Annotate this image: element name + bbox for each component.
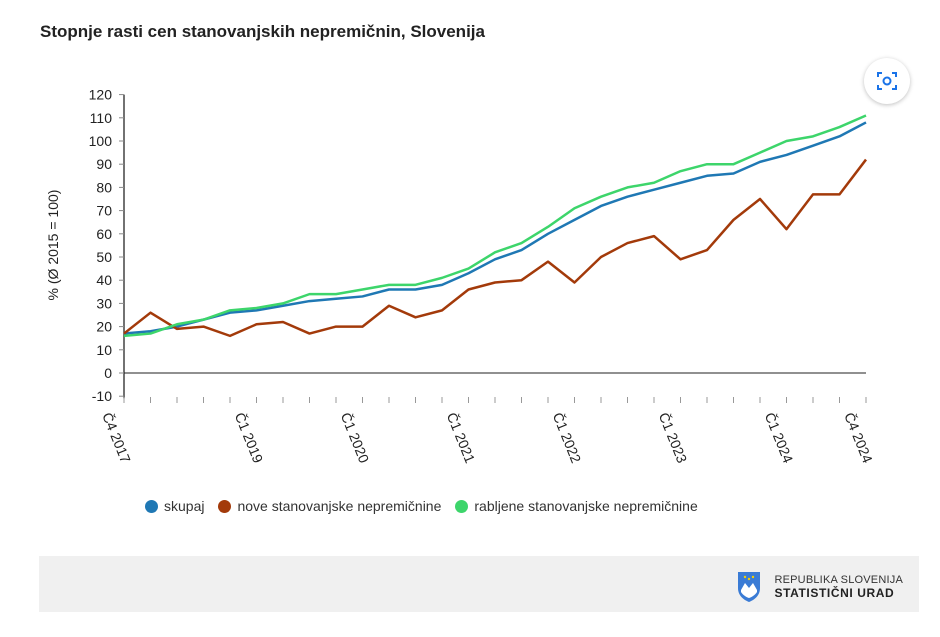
legend-label: rabljene stanovanjske nepremičnine	[474, 498, 698, 514]
y-tick-label: 120	[89, 87, 113, 103]
x-tick-label: Č1 2022	[550, 410, 585, 465]
footer: REPUBLIKA SLOVENIJA STATISTIČNI URAD	[39, 556, 919, 612]
y-tick-label: 80	[96, 179, 112, 195]
y-tick-label: 40	[96, 272, 112, 288]
x-tick-label: Č1 2020	[338, 410, 373, 465]
series-line-rabljene	[123, 114, 867, 338]
coat-of-arms-icon	[738, 572, 761, 602]
y-tick-label: 50	[96, 249, 112, 265]
legend-marker	[145, 499, 158, 513]
y-tick-label: -10	[92, 388, 112, 404]
legend-marker	[218, 499, 232, 513]
org-name-line1: REPUBLIKA SLOVENIJA	[774, 574, 903, 586]
y-tick-label: 110	[90, 110, 113, 126]
legend-item-skupaj[interactable]: skupaj	[145, 498, 204, 514]
y-tick-label: 10	[96, 342, 112, 358]
y-tick-label: 60	[96, 226, 112, 242]
y-tick-label: 70	[96, 203, 112, 219]
y-tick-label: 100	[89, 133, 113, 149]
chart-title: Stopnje rasti cen stanovanjskih nepremič…	[40, 22, 485, 41]
y-tick-label: 0	[104, 365, 112, 381]
x-tick-label: Č1 2019	[232, 410, 267, 465]
legend-item-nove[interactable]: nove stanovanjske nepremičnine	[218, 498, 441, 514]
x-tick-label: Č1 2024	[762, 410, 797, 465]
zoom-icon	[877, 72, 897, 90]
legend-label: nove stanovanjske nepremičnine	[237, 498, 442, 514]
x-tick-label: Č4 2017	[99, 410, 134, 465]
legend-marker	[455, 499, 469, 513]
x-tick-label: Č4 2024	[841, 410, 876, 465]
series-line-skupaj	[123, 121, 867, 335]
surs-logo: REPUBLIKA SLOVENIJA STATISTIČNI URAD	[736, 570, 903, 604]
y-axis-label: % (Ø 2015 = 100)	[45, 190, 61, 301]
org-name-line2: STATISTIČNI URAD	[774, 586, 895, 600]
legend-item-rabljene[interactable]: rabljene stanovanjske nepremičnine	[455, 498, 698, 514]
legend: skupaj nove stanovanjske nepremičnine ra…	[145, 498, 698, 514]
zoom-button[interactable]	[864, 58, 910, 104]
line-chart: -10 0 10 20 30 40 50 60 70 80 90 100 110 120 % (Ø 2015…	[45, 87, 876, 466]
y-tick-label: 20	[96, 319, 112, 335]
x-tick-label: Č1 2021	[444, 410, 479, 465]
x-tick-label: Č1 2023	[656, 410, 691, 465]
series-line-nove	[123, 158, 867, 338]
y-tick-label: 30	[96, 295, 112, 311]
legend-label: skupaj	[164, 498, 205, 514]
y-tick-label: 90	[96, 156, 112, 172]
